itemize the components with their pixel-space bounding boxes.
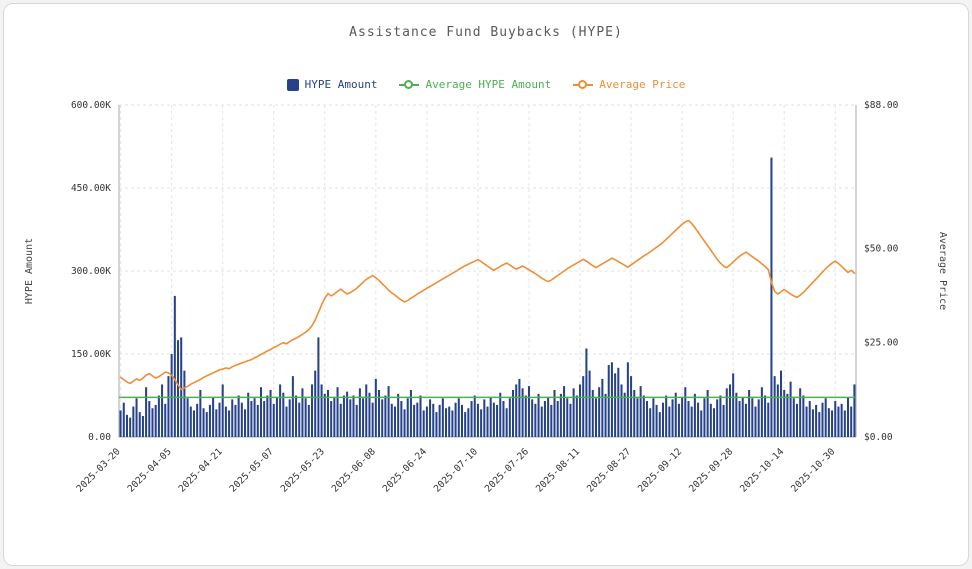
x-axis-tick: 2025-03-20 <box>74 446 122 494</box>
x-axis-tick: 2025-08-27 <box>585 446 633 494</box>
legend-label-average-price: Average Price <box>599 78 686 91</box>
left-axis-tick: 0.00 <box>88 432 111 443</box>
x-axis-tick: 2025-06-24 <box>381 446 429 494</box>
x-axis-tick: 2025-04-05 <box>126 446 174 494</box>
right-axis-tick: $50.00 <box>864 243 899 254</box>
x-axis-tick: 2025-10-14 <box>738 446 786 494</box>
x-axis-tick: 2025-04-21 <box>177 446 225 494</box>
legend-item-average-hype-amount[interactable]: Average HYPE Amount <box>399 78 551 91</box>
chart-legend: HYPE Amount Average HYPE Amount Average … <box>4 78 968 91</box>
left-axis-tick: 150.00K <box>71 349 111 360</box>
right-axis-title: Average Price <box>937 232 948 310</box>
legend-label-hype-amount: HYPE Amount <box>304 78 378 91</box>
x-axis-tick: 2025-06-08 <box>330 446 378 494</box>
hype-amount-bars <box>119 157 856 437</box>
legend-item-hype-amount[interactable]: HYPE Amount <box>286 78 378 91</box>
left-axis-tick: 300.00K <box>71 266 111 277</box>
buybacks-chart: 0.00 150.00K 300.00K 450.00K 600.00K $0.00 $25… <box>24 100 948 495</box>
x-axis-tick: 2025-08-11 <box>534 446 582 494</box>
x-axis-tick: 2025-09-28 <box>687 446 735 494</box>
legend-label-average-hype-amount: Average HYPE Amount <box>425 78 552 91</box>
bar-swatch-icon <box>286 78 299 91</box>
x-axis-tick: 2025-05-07 <box>228 446 276 494</box>
average-price-line <box>119 219 856 391</box>
right-axis-tick: $88.00 <box>864 100 899 111</box>
chart-title: Assistance Fund Buybacks (HYPE) <box>349 25 623 40</box>
x-axis-tick: 2025-10-30 <box>789 446 837 494</box>
right-axis-tick: $25.00 <box>864 338 899 349</box>
chart-card: Assistance Fund Buybacks (HYPE) HYPE Amo… <box>3 3 969 566</box>
line-swatch-icon <box>573 79 594 90</box>
x-axis-tick: 2025-07-10 <box>432 446 480 494</box>
left-axis-tick: 600.00K <box>71 100 111 111</box>
chart-area: 0.00 150.00K 300.00K 450.00K 600.00K $0.00 $25… <box>4 95 968 551</box>
x-axis-tick: 2025-07-26 <box>483 446 531 494</box>
left-axis-tick: 450.00K <box>71 183 111 194</box>
left-axis-title: HYPE Amount <box>24 238 35 304</box>
x-axis-tick: 2025-09-12 <box>636 446 684 494</box>
line-swatch-icon <box>399 79 420 90</box>
right-axis-tick: $0.00 <box>864 432 893 443</box>
x-axis-tick: 2025-05-23 <box>279 446 327 494</box>
legend-item-average-price[interactable]: Average Price <box>573 78 685 91</box>
